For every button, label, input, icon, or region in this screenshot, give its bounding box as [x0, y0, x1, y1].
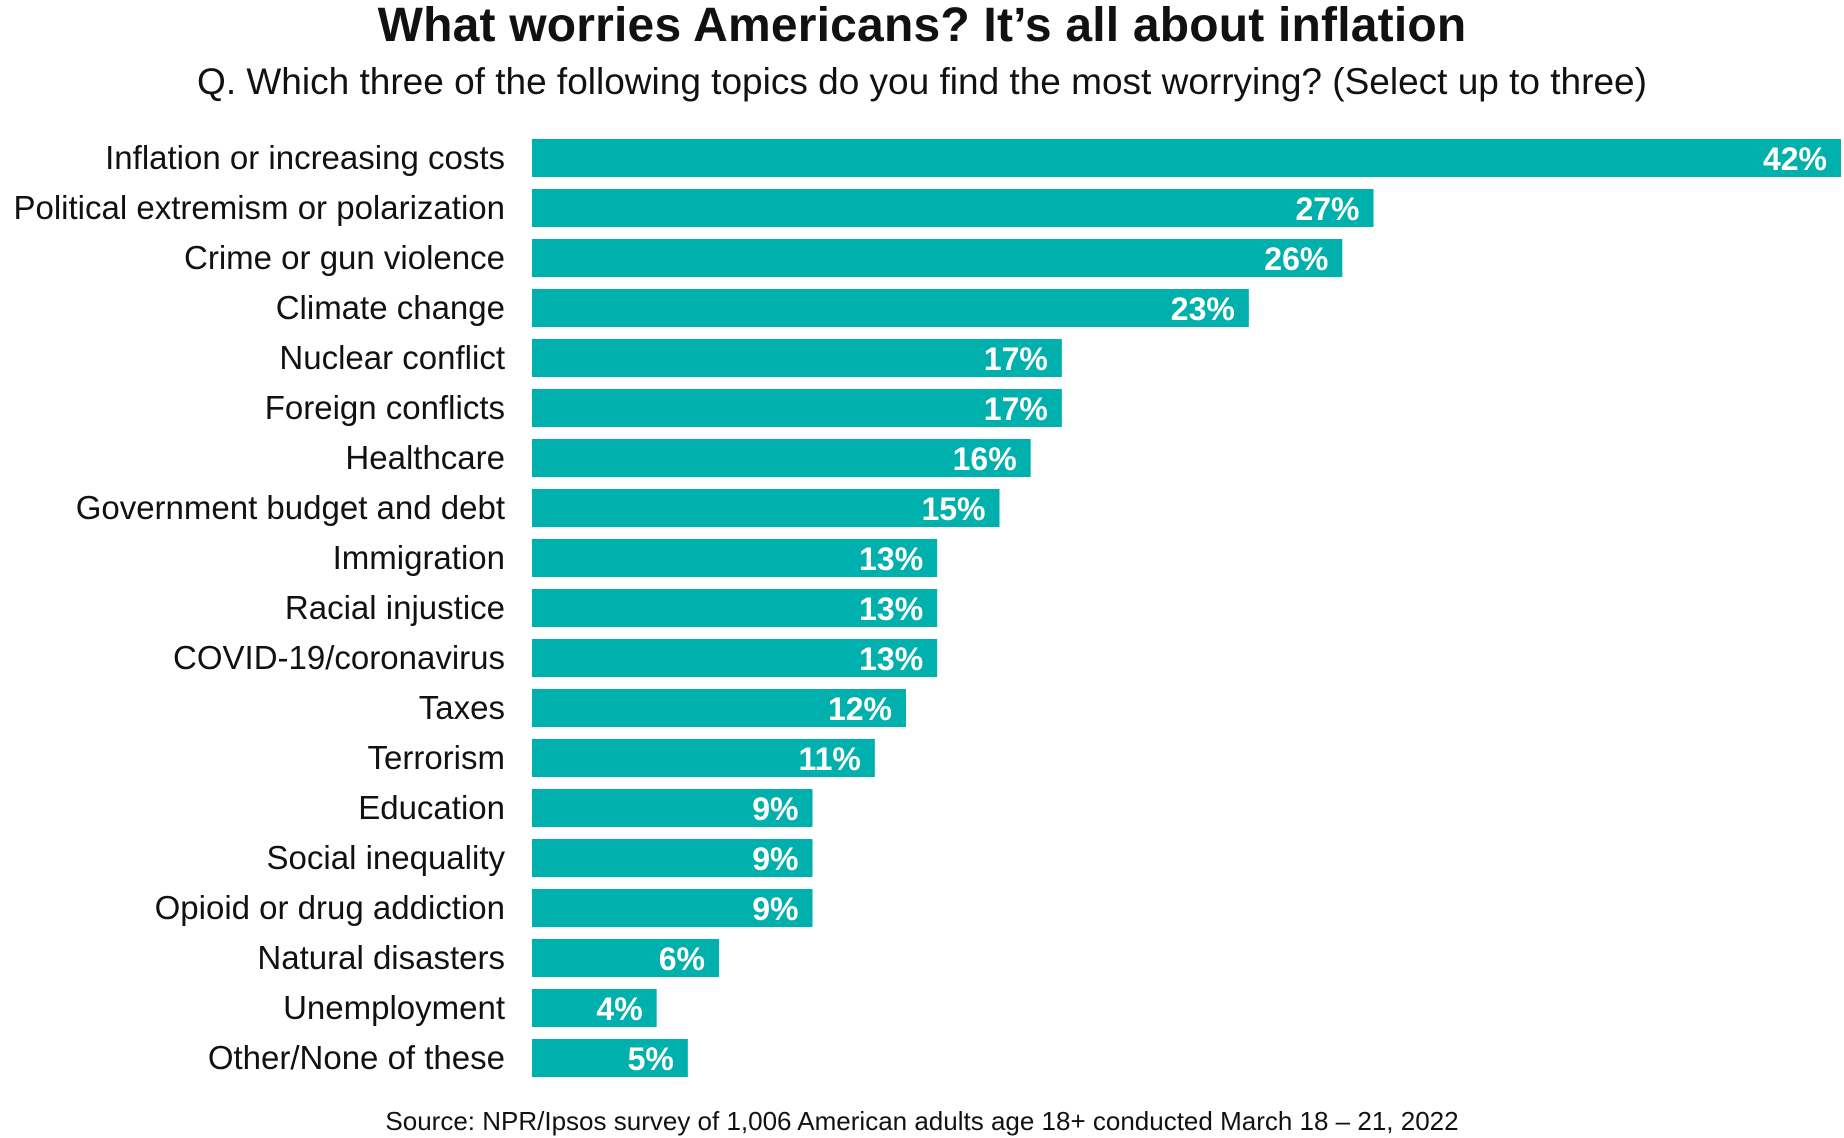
bar: [532, 1039, 688, 1077]
bar: [532, 289, 1249, 327]
chart-title: What worries Americans? It’s all about i…: [377, 0, 1467, 52]
category-label: Climate change: [276, 289, 505, 326]
value-label: 13%: [859, 641, 923, 677]
category-labels: Inflation or increasing costs Political e…: [13, 139, 505, 1076]
value-label: 13%: [859, 591, 923, 627]
bar: [532, 439, 1031, 477]
chart-subtitle: Q. Which three of the following topics d…: [197, 61, 1647, 102]
bars: [532, 139, 1841, 1077]
category-label: Terrorism: [368, 739, 506, 776]
bar: [532, 189, 1374, 227]
bar: [532, 989, 657, 1027]
value-label: 17%: [984, 391, 1048, 427]
category-label: COVID-19/coronavirus: [173, 639, 505, 676]
category-label: Other/None of these: [208, 1039, 505, 1076]
value-label: 9%: [752, 891, 798, 927]
category-label: Inflation or increasing costs: [105, 139, 505, 176]
category-label: Social inequality: [267, 839, 506, 876]
category-label: Government budget and debt: [76, 489, 505, 526]
value-label: 15%: [921, 491, 985, 527]
bar: [532, 739, 875, 777]
value-label: 12%: [828, 691, 892, 727]
value-label: 9%: [752, 791, 798, 827]
value-label: 17%: [984, 341, 1048, 377]
category-label: Healthcare: [345, 439, 505, 476]
value-label: 16%: [953, 441, 1017, 477]
value-label: 11%: [799, 741, 861, 777]
category-label: Immigration: [333, 539, 505, 576]
value-label: 9%: [752, 841, 798, 877]
bar: [532, 839, 813, 877]
value-label: 13%: [859, 541, 923, 577]
bar: [532, 589, 938, 627]
category-label: Racial injustice: [285, 589, 505, 626]
bar: [532, 789, 813, 827]
value-label: 23%: [1171, 291, 1235, 327]
category-label: Foreign conflicts: [265, 389, 505, 426]
category-label: Nuclear conflict: [279, 339, 505, 376]
bar: [532, 689, 906, 727]
value-labels: 42%27%26%23%17%17%16%15%13%13%13%12%11%9…: [596, 141, 1827, 1077]
bar-chart: Inflation or increasing costs Political e…: [13, 139, 1841, 1077]
category-label: Crime or gun violence: [184, 239, 505, 276]
bar: [532, 339, 1062, 377]
bar: [532, 239, 1343, 277]
bar: [532, 139, 1841, 177]
category-label: Political extremism or polarization: [13, 189, 505, 226]
value-label: 5%: [628, 1041, 674, 1077]
category-label: Taxes: [419, 689, 505, 726]
value-label: 42%: [1763, 141, 1827, 177]
category-label: Unemployment: [283, 989, 505, 1026]
bar: [532, 489, 1000, 527]
category-label: Education: [358, 789, 505, 826]
value-label: 6%: [659, 941, 705, 977]
bar: [532, 639, 938, 677]
bar: [532, 939, 719, 977]
bar: [532, 539, 938, 577]
bar: [532, 389, 1062, 427]
category-label: Opioid or drug addiction: [155, 889, 505, 926]
bar: [532, 889, 813, 927]
chart-source: Source: NPR/Ipsos survey of 1,006 Americ…: [385, 1106, 1459, 1136]
value-label: 27%: [1295, 191, 1359, 227]
category-label: Natural disasters: [257, 939, 505, 976]
value-label: 4%: [596, 991, 642, 1027]
value-label: 26%: [1264, 241, 1328, 277]
